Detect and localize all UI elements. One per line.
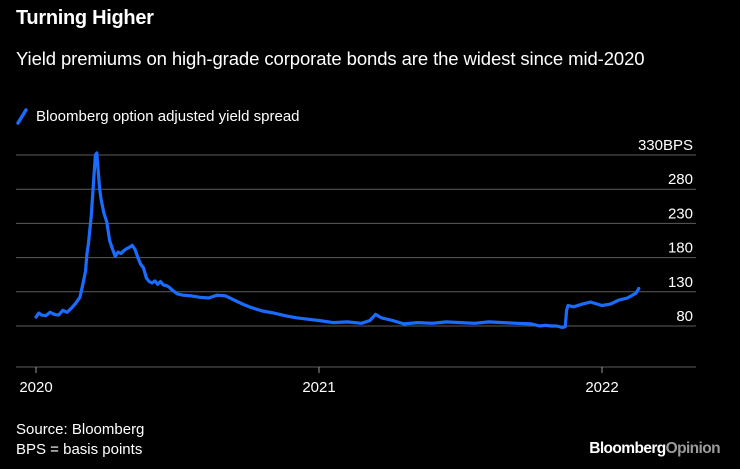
legend-label: Bloomberg option adjusted yield spread	[36, 108, 300, 125]
y-tick-label: 180	[668, 240, 693, 257]
chart-subtitle: Yield premiums on high-grade corporate b…	[16, 48, 645, 69]
series-layer	[34, 151, 641, 329]
brand-part-opinion: Opinion	[665, 440, 721, 457]
x-tick-label: 2022	[585, 379, 618, 396]
y-tick-label: 130	[668, 274, 693, 291]
y-tick-label: 80	[676, 308, 693, 325]
gridlines	[16, 154, 696, 327]
y-tick-label: 280	[668, 171, 693, 188]
series-line-oas-spread	[34, 151, 641, 329]
y-tick-label: 330BPS	[638, 137, 693, 154]
x-tick-label: 2020	[19, 379, 52, 396]
brand-part-bloomberg: Bloomberg	[589, 440, 666, 457]
legend: Bloomberg option adjusted yield spread	[16, 108, 300, 125]
source-note: Source: Bloomberg BPS = basis points	[16, 420, 144, 460]
axes	[16, 366, 696, 373]
brand-logo: BloombergOpinion	[589, 440, 720, 458]
chart-title: Turning Higher	[16, 7, 154, 29]
legend-swatch-icon	[16, 108, 28, 125]
source-text: Source: Bloomberg	[16, 421, 145, 438]
tick-labels: 330BPS 280 230 180 130 80 2020 2021 2022	[19, 137, 693, 396]
units-note: BPS = basis points	[16, 441, 143, 458]
x-tick-label: 2021	[302, 379, 335, 396]
y-tick-label: 230	[668, 205, 693, 222]
